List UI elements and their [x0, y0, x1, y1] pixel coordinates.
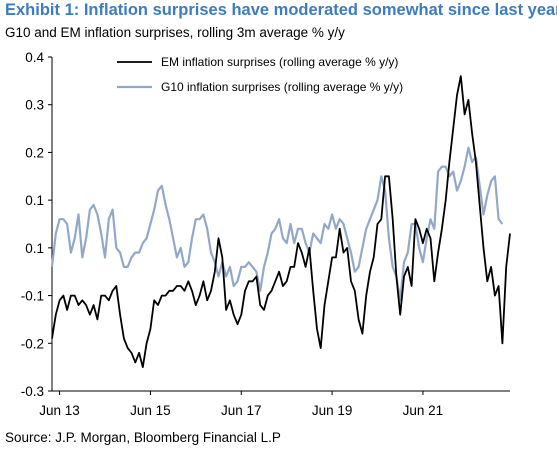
- legend: EM inflation surprises (rolling average …: [117, 55, 403, 94]
- series-layer: [50, 75, 511, 368]
- legend-label: G10 inflation surprises (rolling average…: [161, 80, 403, 94]
- chart-subtitle: G10 and EM inflation surprises, rolling …: [5, 25, 345, 40]
- series-line-g10: [50, 146, 504, 302]
- source-note: Source: J.P. Morgan, Bloomberg Financial…: [5, 430, 281, 445]
- series-line-em: [51, 75, 511, 368]
- x-tick-label: Jun 21: [403, 403, 444, 418]
- y-tick-label: 0.2: [25, 145, 44, 160]
- x-tick-label: Jun 17: [221, 403, 262, 418]
- y-tick-label: -0.2: [21, 336, 44, 351]
- y-tick-label: 0.4: [25, 50, 44, 65]
- y-tick-label: -0.1: [21, 289, 44, 304]
- y-tick-label: 0.1: [25, 241, 44, 256]
- y-tick-label: 0.3: [25, 98, 44, 113]
- x-tick-label: Jun 19: [312, 403, 353, 418]
- y-tick-label: 0.1: [25, 193, 44, 208]
- x-tick-label: Jun 13: [39, 403, 80, 418]
- y-tick-label: -0.3: [21, 384, 44, 399]
- chart-title: Exhibit 1: Inflation surprises have mode…: [5, 1, 557, 19]
- x-tick-label: Jun 15: [130, 403, 171, 418]
- axes: 0.4 0.3 0.2 0.1 0.1 -0.1 -0.2 -0.3 Jun 13 Jun 15 J…: [21, 50, 510, 418]
- legend-label: EM inflation surprises (rolling average …: [161, 55, 398, 69]
